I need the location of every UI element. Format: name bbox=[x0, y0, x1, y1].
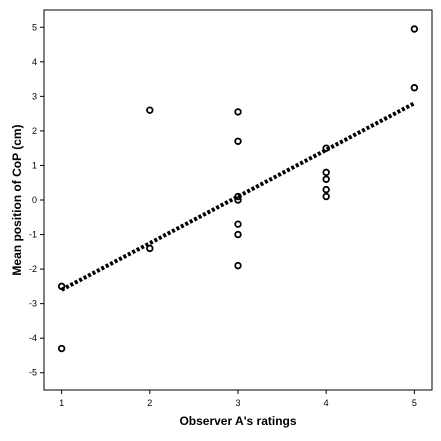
data-point bbox=[234, 108, 242, 116]
x-tick-label: 4 bbox=[324, 398, 329, 408]
data-point bbox=[146, 244, 154, 253]
x-tick-label: 3 bbox=[235, 398, 240, 408]
data-point bbox=[234, 192, 242, 201]
data-point bbox=[322, 144, 330, 152]
data-point bbox=[57, 344, 66, 353]
y-tick-label: 0 bbox=[32, 195, 37, 205]
y-tick-label: 1 bbox=[32, 160, 37, 170]
data-point bbox=[146, 106, 154, 114]
y-axis-title: Mean position of CoP (cm) bbox=[10, 124, 24, 275]
trendline bbox=[60, 101, 416, 292]
data-point bbox=[322, 185, 330, 194]
x-tick-label: 1 bbox=[59, 398, 64, 408]
data-point bbox=[234, 230, 242, 239]
data-point bbox=[410, 84, 419, 92]
trendline-group bbox=[60, 101, 416, 292]
y-tick-label: -4 bbox=[29, 333, 37, 343]
x-axis-title: Observer A's ratings bbox=[179, 414, 296, 428]
x-tick-label: 5 bbox=[412, 398, 417, 408]
x-tick-label: 2 bbox=[147, 398, 152, 408]
y-tick-label: -2 bbox=[29, 264, 37, 274]
data-point bbox=[234, 220, 242, 228]
data-point bbox=[234, 261, 242, 270]
data-point bbox=[322, 168, 330, 177]
y-tick-label: 2 bbox=[32, 126, 37, 136]
y-tick-label: -5 bbox=[29, 368, 37, 378]
data-points bbox=[57, 25, 419, 353]
data-point bbox=[322, 192, 330, 201]
data-point bbox=[57, 282, 66, 291]
y-tick-label: -3 bbox=[29, 299, 37, 309]
data-point bbox=[234, 196, 242, 204]
data-point bbox=[410, 25, 419, 33]
data-point bbox=[322, 175, 330, 183]
y-tick-label: 5 bbox=[32, 22, 37, 32]
x-axis-ticks: 1 2 3 4 5 bbox=[59, 390, 417, 408]
data-point bbox=[234, 137, 242, 145]
y-tick-label: 4 bbox=[32, 57, 37, 67]
y-axis-ticks: -5 -4 -3 -2 -1 0 1 2 3 4 5 bbox=[29, 22, 44, 378]
y-tick-label: -1 bbox=[29, 230, 37, 240]
y-tick-label: 3 bbox=[32, 91, 37, 101]
